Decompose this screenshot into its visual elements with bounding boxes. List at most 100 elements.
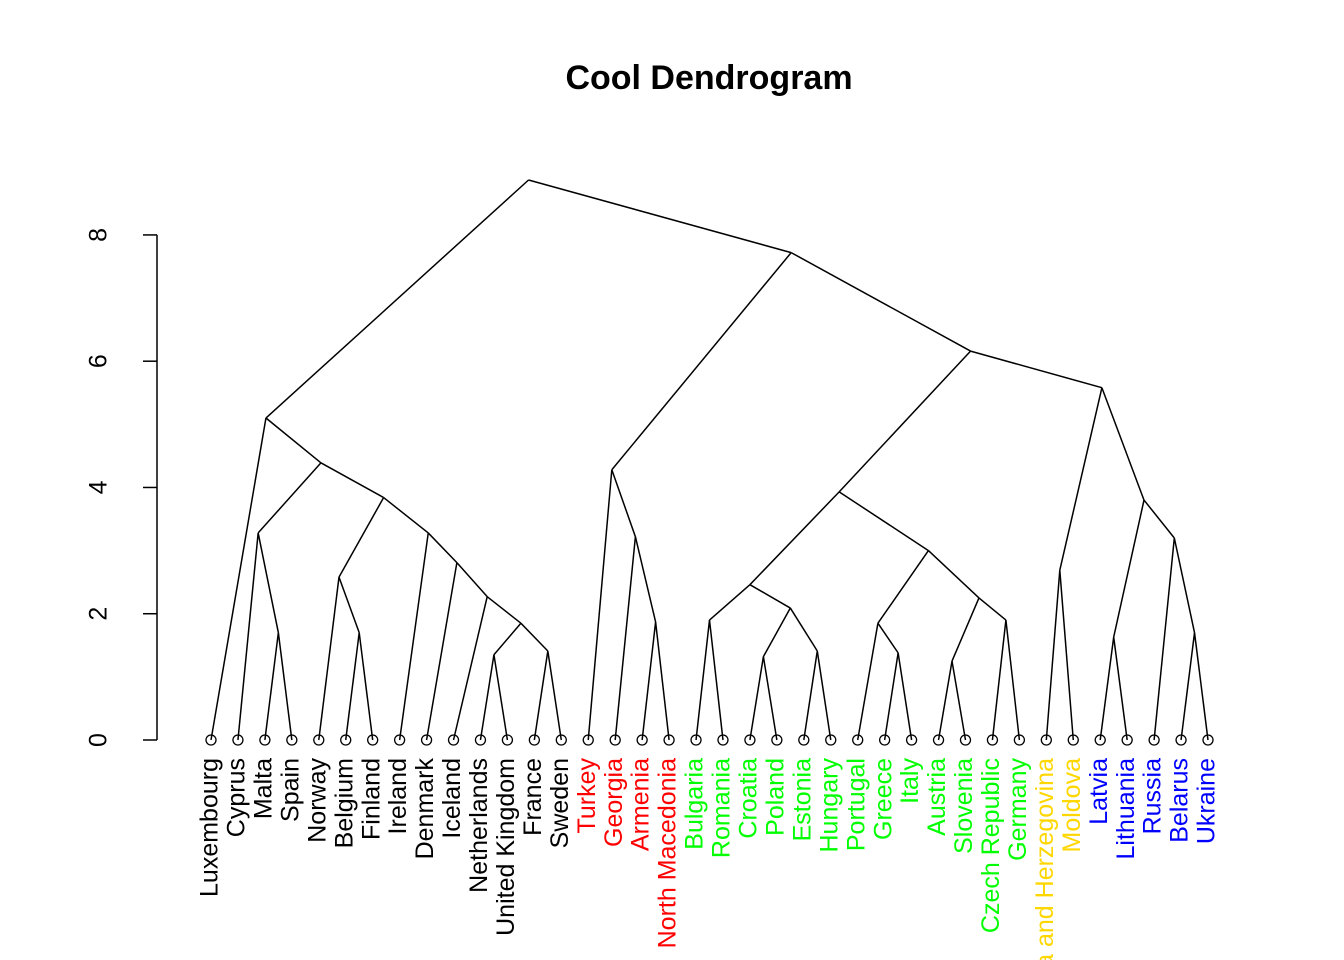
branch xyxy=(338,497,385,578)
branch xyxy=(427,532,458,564)
branch xyxy=(927,550,980,599)
branch xyxy=(1059,570,1075,741)
branch xyxy=(790,251,971,352)
leaf-node xyxy=(205,734,217,746)
leaf-node xyxy=(474,734,487,746)
branch xyxy=(1143,499,1175,539)
branch xyxy=(951,660,967,741)
branch xyxy=(951,597,980,662)
leaf-node xyxy=(744,734,756,746)
branch xyxy=(937,660,953,741)
leaf-node xyxy=(771,734,783,746)
leaf-label: Ireland xyxy=(384,758,412,834)
branch xyxy=(762,656,778,741)
branch xyxy=(456,562,488,598)
leaf-label: Norway xyxy=(303,758,331,843)
leaf-label: Bulgaria xyxy=(681,758,709,850)
branch xyxy=(1180,632,1196,741)
branch xyxy=(1193,632,1209,741)
branch xyxy=(803,650,819,741)
leaf-label: Austria xyxy=(923,758,951,836)
leaf-label: Belgium xyxy=(330,758,358,848)
branch xyxy=(789,607,818,652)
leaf-label: Luxembourg xyxy=(196,758,224,897)
leaf-label: Czech Republic xyxy=(977,758,1005,933)
leaf-label: Romania xyxy=(708,758,736,858)
leaf-label: Armenia xyxy=(627,758,655,851)
leaf-label: Italy xyxy=(896,758,924,804)
branch xyxy=(237,532,259,741)
branch xyxy=(749,656,765,741)
leaf-label: Portugal xyxy=(842,758,870,851)
branch xyxy=(708,619,724,741)
leaf-node xyxy=(420,734,433,746)
y-tick-label: 2 xyxy=(85,607,113,621)
branch xyxy=(264,632,280,741)
branch xyxy=(486,596,522,624)
branch xyxy=(838,491,929,552)
branch xyxy=(265,179,530,419)
chart-title: Cool Dendrogram xyxy=(565,59,852,97)
branch xyxy=(614,536,637,741)
branch xyxy=(452,596,488,741)
branch xyxy=(1153,537,1176,741)
leaf-label: Bosnia and Herzegovina xyxy=(1031,758,1059,960)
leaf-label: United Kingdom xyxy=(492,758,520,936)
leaf-label: Iceland xyxy=(438,758,466,839)
branch xyxy=(978,597,1007,621)
leaf-label: Denmark xyxy=(411,758,439,860)
leaf-label: Estonia xyxy=(788,758,816,841)
branch xyxy=(1059,387,1103,571)
leaf-node xyxy=(905,734,918,746)
y-tick-label: 4 xyxy=(85,480,113,494)
branch xyxy=(257,462,322,534)
branch xyxy=(897,652,913,741)
leaf-label: Slovenia xyxy=(950,758,978,854)
branch xyxy=(398,532,429,741)
branch xyxy=(520,622,549,652)
branch xyxy=(611,469,637,537)
branch xyxy=(654,621,670,741)
branch xyxy=(318,577,340,741)
branch xyxy=(493,622,522,656)
leaf-label: Cyprus xyxy=(223,758,251,837)
branch xyxy=(634,536,657,623)
branch xyxy=(383,496,429,534)
branch xyxy=(991,619,1007,741)
leaf-label: Turkey xyxy=(573,758,601,834)
branch xyxy=(547,650,563,741)
branch xyxy=(1005,619,1021,741)
leaf-label: France xyxy=(519,758,547,836)
leaf-label: Sweden xyxy=(546,758,574,848)
branch xyxy=(641,621,657,741)
leaf-node xyxy=(852,734,864,746)
leaf-label: Netherlands xyxy=(465,758,493,893)
leaf-label: Belarus xyxy=(1166,758,1194,843)
branch xyxy=(1101,387,1145,501)
leaf-label: Russia xyxy=(1139,758,1167,835)
branch xyxy=(587,469,613,741)
leaf-label: Ukraine xyxy=(1193,758,1221,844)
branch xyxy=(749,491,840,586)
leaf-label: Malta xyxy=(250,758,278,819)
branch xyxy=(533,650,549,741)
branch xyxy=(883,652,899,741)
branch xyxy=(257,532,280,633)
branch xyxy=(277,632,293,741)
branch xyxy=(611,252,792,471)
branch xyxy=(838,350,972,493)
y-tick-label: 0 xyxy=(85,733,113,747)
branch xyxy=(1173,537,1196,633)
leaf-label: Greece xyxy=(869,758,897,840)
leaf-label: Georgia xyxy=(600,758,628,847)
branch xyxy=(425,562,458,741)
leaf-label: North Macedonia xyxy=(654,758,682,948)
leaf-node xyxy=(932,734,945,746)
branch xyxy=(877,622,899,654)
branch xyxy=(709,584,751,621)
branch xyxy=(1045,570,1061,741)
branch xyxy=(479,654,495,741)
branch xyxy=(210,417,267,741)
y-tick-label: 8 xyxy=(85,228,113,242)
